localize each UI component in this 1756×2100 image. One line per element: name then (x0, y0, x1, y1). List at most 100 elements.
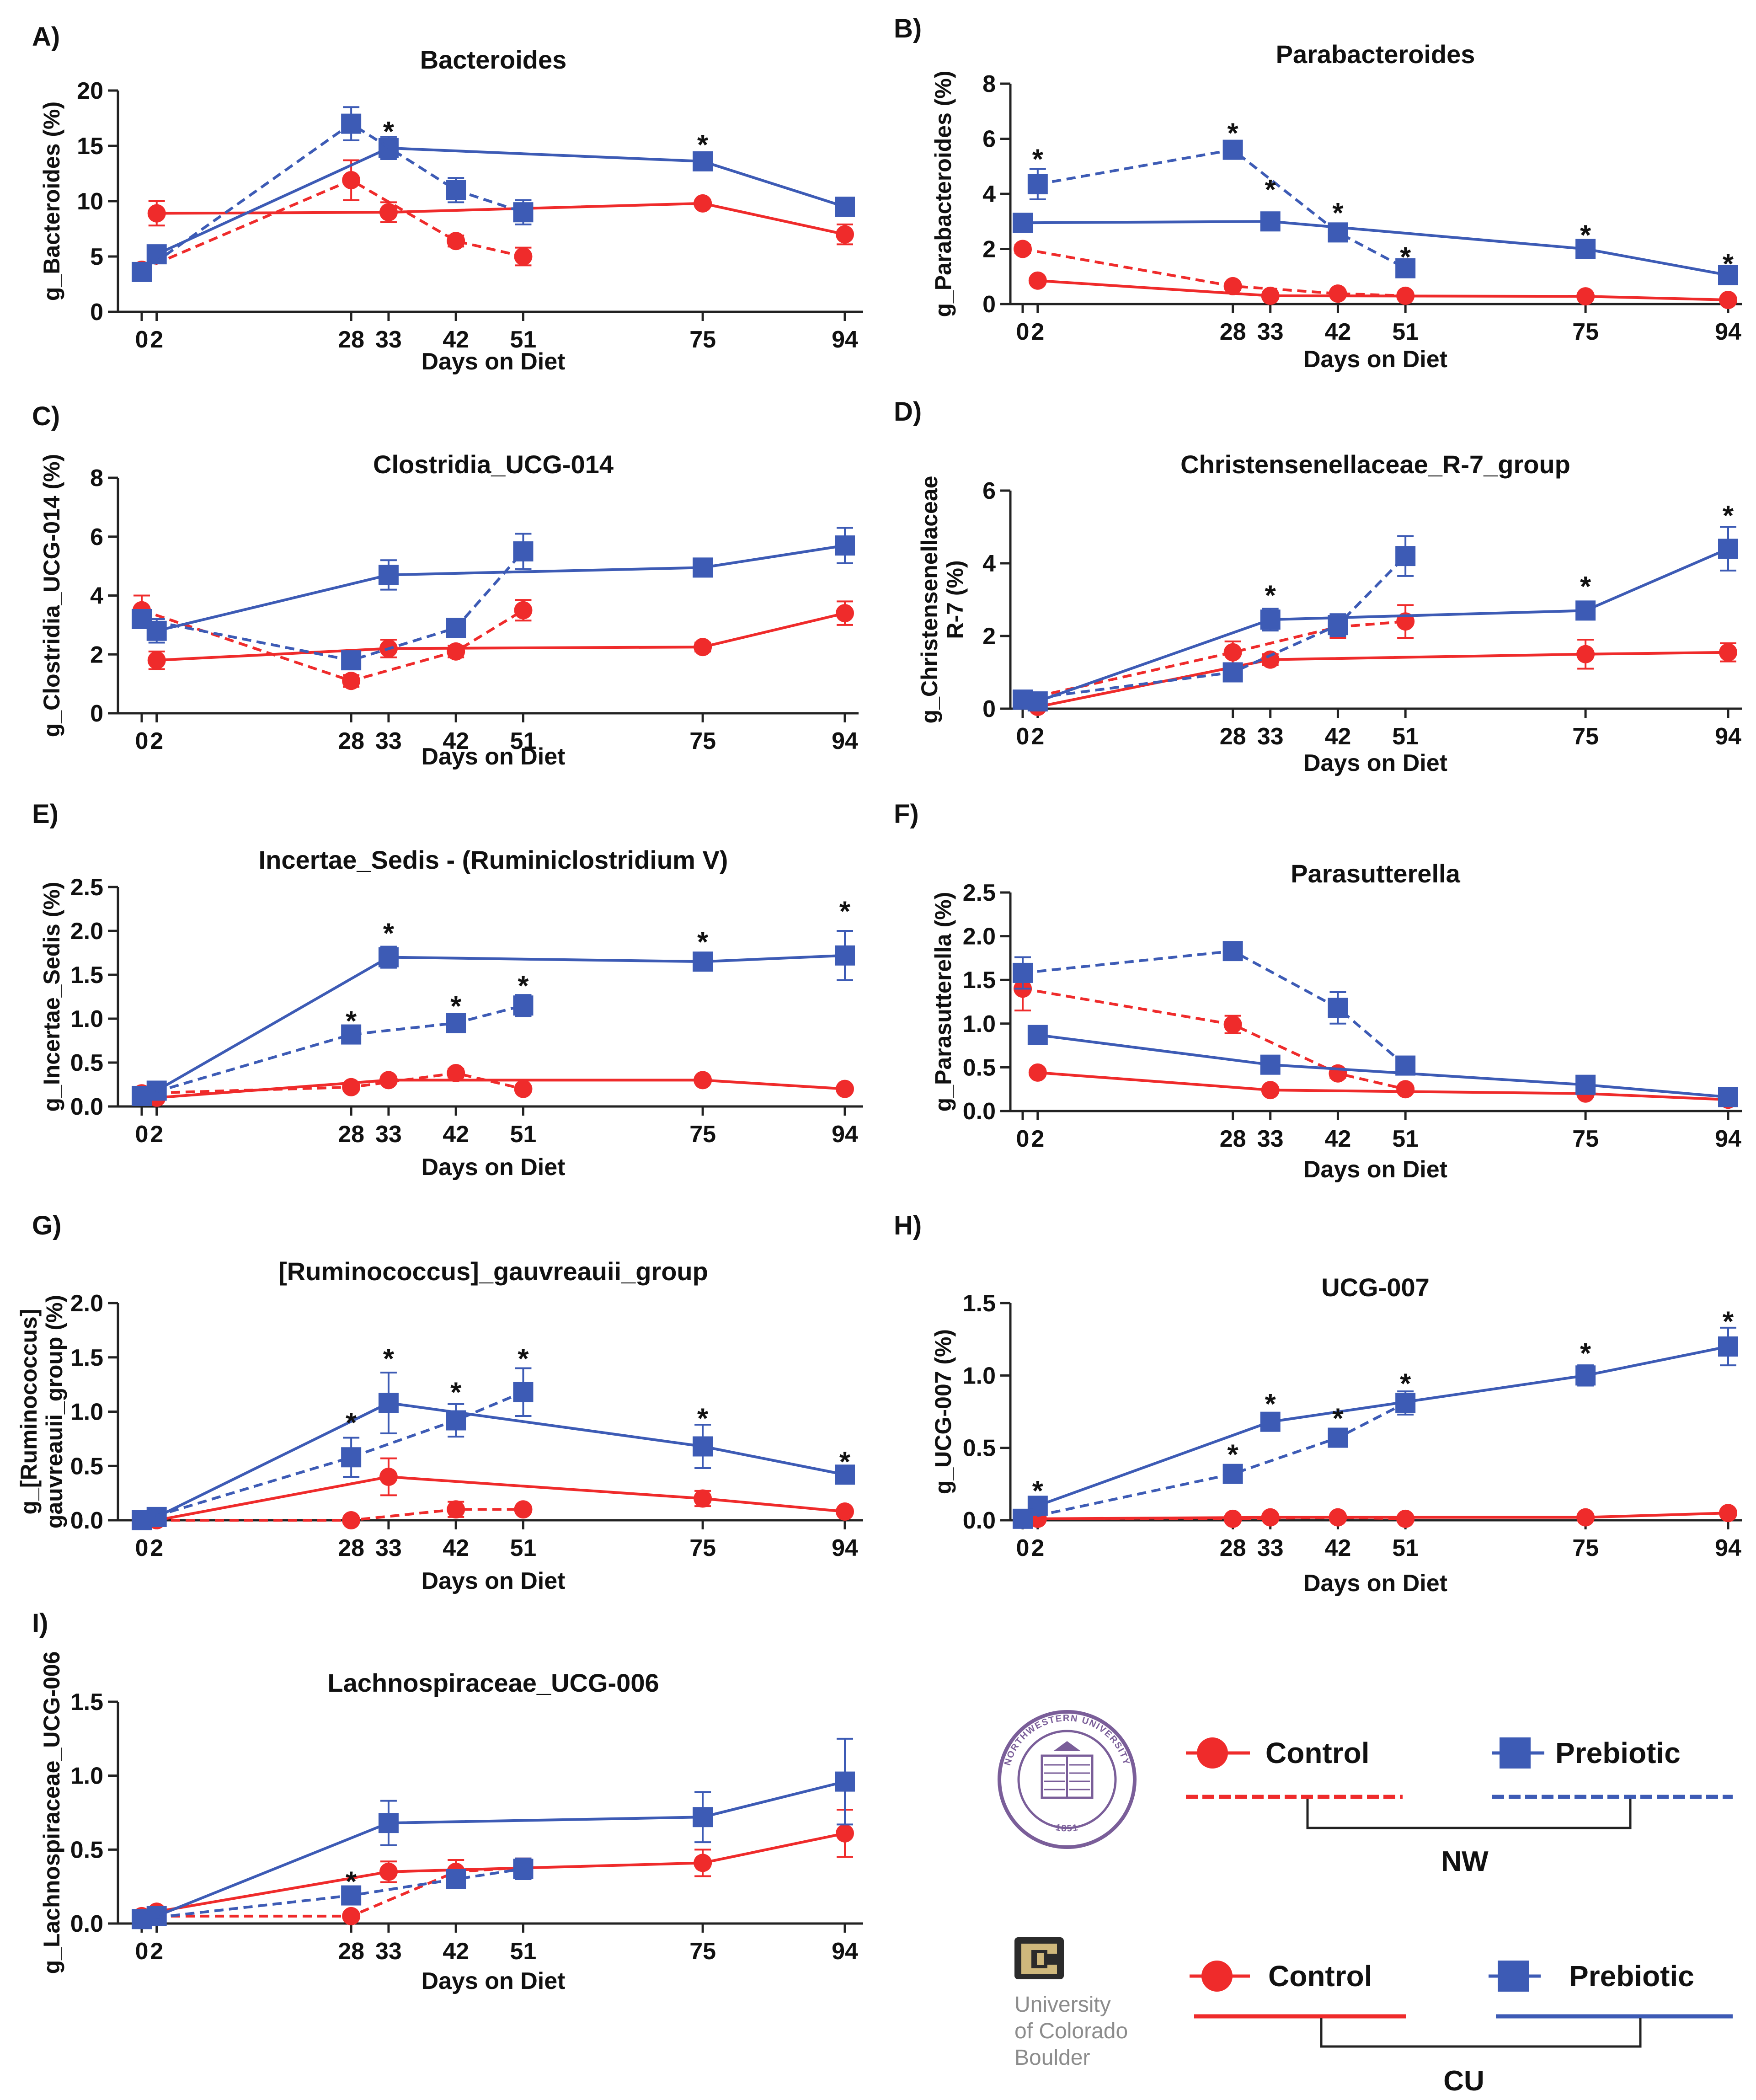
x-axis-label: Days on Diet (422, 1154, 566, 1181)
data-point-control (836, 1502, 854, 1521)
y-tick-label: 0.5 (70, 1050, 103, 1076)
legend-cu-prebiotic-label: Prebiotic (1569, 1960, 1694, 1993)
significance-star: * (1580, 1338, 1591, 1369)
y-tick-label: 2 (982, 623, 996, 650)
x-tick-label: 28 (338, 1535, 364, 1561)
x-axis-label: Days on Diet (1303, 346, 1447, 373)
series-control-cu (1028, 271, 1737, 309)
series-prebiotic-cu (1027, 526, 1738, 712)
data-point-prebiotic (1013, 962, 1033, 983)
significance-star: * (1265, 174, 1276, 206)
series-line (156, 1079, 845, 1099)
series-line (1037, 1071, 1729, 1101)
data-point-control (342, 1907, 361, 1925)
legend-cu-group-label: CU (1443, 2065, 1484, 2097)
series-prebiotic-nw (1027, 139, 1416, 278)
x-tick-label: 42 (1325, 1535, 1351, 1561)
x-tick-label: 33 (1257, 1535, 1284, 1561)
y-tick-label: 2 (90, 641, 103, 668)
legend-nw-prebiotic: Prebiotic (1492, 1737, 1681, 1769)
series-line (141, 1004, 524, 1097)
significance-star: * (1332, 1403, 1344, 1435)
data-point-prebiotic (1013, 213, 1033, 233)
x-tick-label: 28 (338, 728, 364, 754)
x-axis-label: Days on Diet (1303, 750, 1447, 776)
significance-star: * (1580, 571, 1591, 603)
significance-star: * (1032, 144, 1044, 176)
data-point-prebiotic (1395, 1055, 1416, 1076)
data-point-prebiotic (1013, 689, 1033, 710)
data-point-control (1576, 1508, 1595, 1527)
x-tick-label: 0 (1016, 1535, 1030, 1561)
y-axis-label: gauvreauii_group (%) (42, 1295, 67, 1528)
significance-star: * (346, 1407, 357, 1439)
y-axis-label: g_Clostridia_UCG-014 (%) (39, 454, 64, 737)
y-tick-label: 1.5 (963, 967, 996, 994)
x-tick-label: 0 (1016, 1126, 1030, 1152)
y-tick-label: 15 (77, 133, 103, 160)
data-point-control (1396, 1509, 1415, 1528)
series-prebiotic-nw (1013, 941, 1416, 1076)
x-tick-label: 75 (1572, 1535, 1599, 1561)
y-tick-label: 1.5 (70, 1345, 103, 1371)
x-tick-label: 75 (689, 326, 716, 353)
data-point-control (1719, 290, 1737, 309)
data-point-control (1329, 284, 1347, 303)
data-point-control (147, 651, 166, 670)
y-axis-label: g_Lachnospiraceae_UCG-006 (39, 1651, 64, 1974)
data-point-control (1396, 286, 1415, 305)
panel-letter: C) (32, 401, 60, 431)
series-line (142, 1508, 523, 1522)
significance-star: * (1032, 1475, 1044, 1507)
series-prebiotic-nw (132, 533, 534, 671)
series-control-cu (147, 600, 854, 670)
series-control-nw (133, 1064, 533, 1103)
data-point-control (447, 1064, 465, 1083)
data-point-prebiotic (513, 1382, 534, 1402)
data-point-prebiotic (835, 197, 855, 217)
significance-star: * (839, 896, 851, 927)
data-point-prebiotic (835, 945, 855, 966)
x-tick-label: 2 (150, 728, 163, 754)
series-line (1022, 950, 1407, 1067)
y-tick-label: 0 (90, 299, 103, 326)
y-tick-label: 4 (982, 181, 996, 208)
data-point-prebiotic (1718, 1087, 1738, 1107)
x-tick-label: 2 (1031, 1535, 1044, 1561)
data-point-control (1261, 1508, 1280, 1527)
series-line (1022, 987, 1406, 1091)
data-point-prebiotic (693, 151, 713, 171)
x-tick-label: 51 (510, 1121, 537, 1148)
series-line (1037, 651, 1729, 708)
y-tick-label: 2.0 (963, 924, 996, 950)
data-point-control (514, 1079, 533, 1098)
data-point-prebiotic (1328, 222, 1348, 243)
cu-bracket (1320, 2018, 1642, 2048)
series-prebiotic-cu (146, 1737, 855, 1926)
series-line (141, 609, 524, 683)
x-tick-label: 28 (338, 1938, 364, 1965)
y-tick-label: 1.5 (70, 962, 103, 989)
data-point-prebiotic (1027, 1025, 1048, 1045)
series-control-cu (147, 194, 854, 246)
x-axis-label: Days on Diet (422, 1568, 566, 1594)
legend: NORTHWESTERN UNIVERSITY 1851 University … (998, 1710, 1733, 2097)
cu-logo-line-2: of Colorado (1014, 2019, 1128, 2043)
data-point-control (836, 604, 854, 623)
data-point-control (1014, 240, 1032, 258)
chart-panel-i: I) Lachnospiraceae_UCG-006 0.0 0.5 1.0 1.5 0 2 2… (32, 1608, 863, 1994)
chart-panel-f: F) Parasutterella 0.0 0.5 1.0 1.5 2.0 2.5 0 2 28 33… (894, 799, 1742, 1183)
data-point-prebiotic (1575, 239, 1596, 259)
significance-star: * (1332, 198, 1344, 229)
data-point-control (379, 1468, 398, 1486)
x-tick-label: 42 (443, 728, 469, 754)
series-control-nw (1014, 966, 1415, 1099)
x-tick-label: 0 (135, 728, 149, 754)
cu-logo-line-3: Boulder (1014, 2046, 1090, 2070)
data-point-control (1576, 287, 1595, 306)
x-tick-label: 94 (832, 1121, 858, 1148)
x-tick-label: 33 (375, 1938, 402, 1965)
x-tick-label: 75 (689, 1121, 716, 1148)
data-point-control (447, 642, 465, 661)
